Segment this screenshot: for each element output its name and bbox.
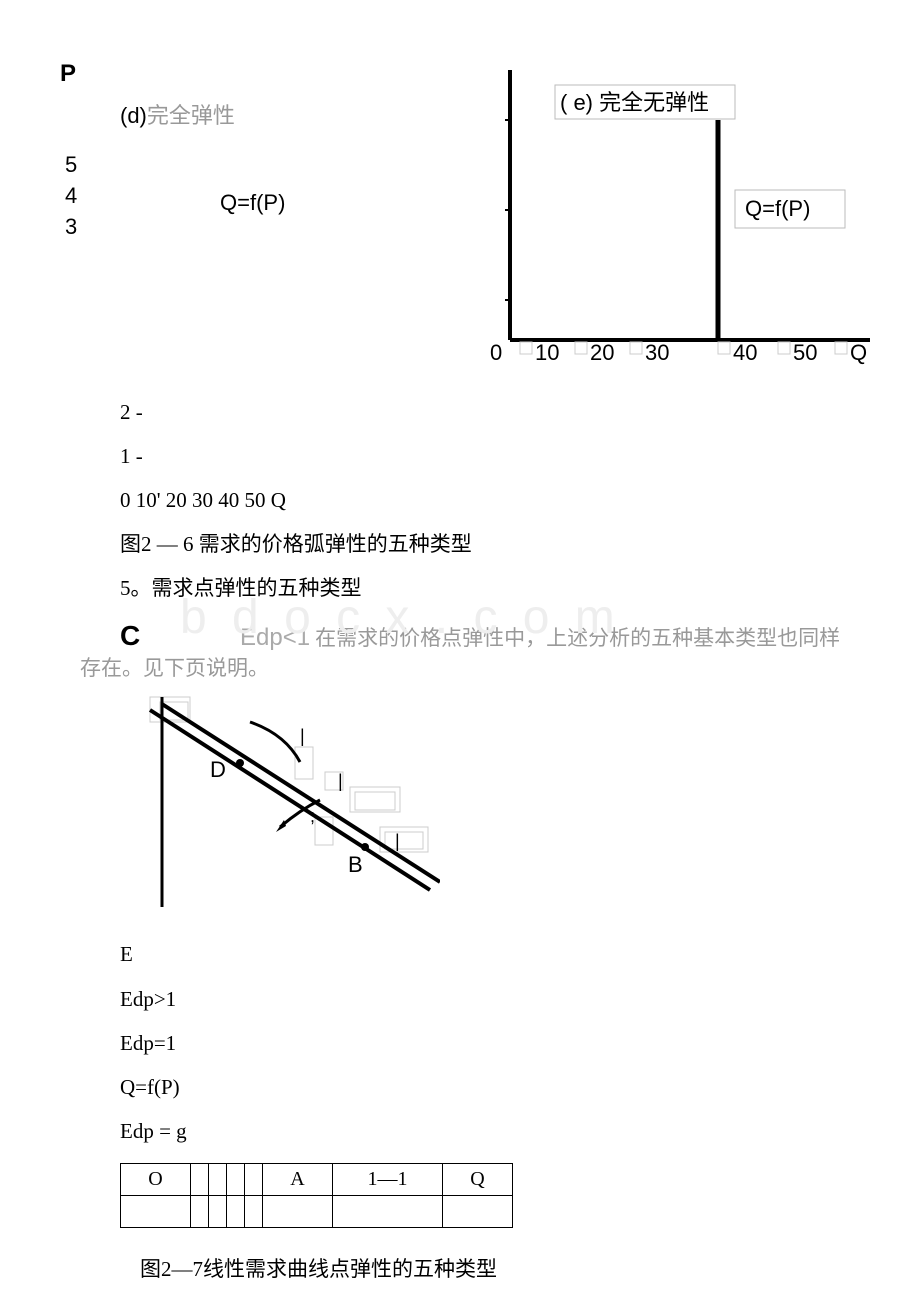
section-c-text2: 存在。见下页说明。	[80, 652, 880, 682]
chart-e-title: ( e) 完全无弹性	[560, 90, 709, 115]
table-cell-empty	[245, 1195, 263, 1227]
chart-e: ( e) 完全无弹性 Q=f(P) 0 10 20 30 40 50 Q	[460, 60, 880, 370]
table-cell-A: A	[263, 1163, 333, 1195]
diagram-b-label: B	[348, 852, 363, 877]
table-cell-1	[191, 1163, 209, 1195]
diagram-mark1: |	[300, 726, 305, 746]
table-cell-empty	[263, 1195, 333, 1227]
table-cell-empty	[443, 1195, 513, 1227]
eq-edp-g: Edp = g	[120, 1109, 880, 1153]
diagram-mark3: ;	[310, 806, 315, 826]
eq-qfp: Q=f(P)	[120, 1065, 880, 1109]
table-cell-3	[227, 1163, 245, 1195]
chart-e-x-20: 20	[590, 340, 614, 365]
diagram-d-label: D	[210, 757, 226, 782]
table-cell-O: O	[121, 1163, 191, 1195]
table-row: O A 1—1 Q	[121, 1163, 513, 1195]
table-cell-Q: Q	[443, 1163, 513, 1195]
table-cell-2	[209, 1163, 227, 1195]
chart-d-title-prefix: (d)	[120, 103, 147, 128]
chart-e-equation: Q=f(P)	[745, 196, 810, 221]
body-text-block: 2 - 1 - 0 10' 20 30 40 50 Q 图2 — 6 需求的价格…	[120, 390, 880, 610]
eq-e: E	[120, 932, 880, 976]
small-table: O A 1—1 Q	[120, 1163, 513, 1228]
chart-e-svg: ( e) 完全无弹性 Q=f(P) 0 10 20 30 40 50 Q	[460, 60, 880, 370]
table-cell-empty	[333, 1195, 443, 1227]
section-c-text1: 在需求的价格点弹性中，上述分析的五种基本类型也同样	[315, 622, 840, 652]
diagram-2-7: D B | | ; |	[100, 692, 880, 917]
chart-d-y-5: 5	[65, 150, 440, 181]
table-cell-4	[245, 1163, 263, 1195]
table-cell-empty	[121, 1195, 191, 1227]
section-c-row: C Edp<1 在需求的价格点弹性中，上述分析的五种基本类型也同样	[120, 620, 880, 652]
body-line3: 0 10' 20 30 40 50 Q	[120, 478, 880, 522]
table-cell-11: 1—1	[333, 1163, 443, 1195]
chart-d-title-cn: 完全弹性	[147, 103, 235, 128]
chart-d-p-label: P	[60, 60, 440, 88]
eq-edp-gt1: Edp>1	[120, 977, 880, 1021]
chart-e-q-label: Q	[850, 340, 867, 365]
equations-block: E Edp>1 Edp=1 Q=f(P) Edp = g	[120, 932, 880, 1152]
chart-e-x-30: 30	[645, 340, 669, 365]
charts-row: P (d)完全弹性 5 4 3 Q=f(P) ( e) 完全无弹性	[40, 60, 880, 370]
body-line1: 2 -	[120, 390, 880, 434]
body-line2: 1 -	[120, 434, 880, 478]
chart-e-x-50: 50	[793, 340, 817, 365]
figure-2-7-caption: 图2—7线性需求曲线点弹性的五种类型	[140, 1253, 880, 1283]
diagram-mark4: |	[395, 831, 400, 851]
body-line5: 5。需求点弹性的五种类型	[120, 566, 880, 610]
chart-e-x-10: 10	[535, 340, 559, 365]
diagram-mark2: |	[338, 771, 343, 791]
eq-edp-eq1: Edp=1	[120, 1021, 880, 1065]
chart-d-y-3: 3	[65, 212, 440, 243]
table-cell-empty	[191, 1195, 209, 1227]
edp-lt1: Edp<1	[240, 624, 310, 652]
chart-d-equation: Q=f(P)	[220, 190, 285, 216]
body-line4: 图2 — 6 需求的价格弧弹性的五种类型	[120, 522, 880, 566]
table-cell-empty	[209, 1195, 227, 1227]
chart-e-origin: 0	[490, 340, 502, 365]
chart-e-x-40: 40	[733, 340, 757, 365]
table-cell-empty	[227, 1195, 245, 1227]
chart-d-title: (d)完全弹性	[120, 98, 440, 130]
diagram-2-7-svg: D B | | ; |	[100, 692, 440, 912]
section-c-label: C	[120, 620, 240, 652]
chart-d: P (d)完全弹性 5 4 3 Q=f(P)	[40, 60, 440, 370]
table-row	[121, 1195, 513, 1227]
